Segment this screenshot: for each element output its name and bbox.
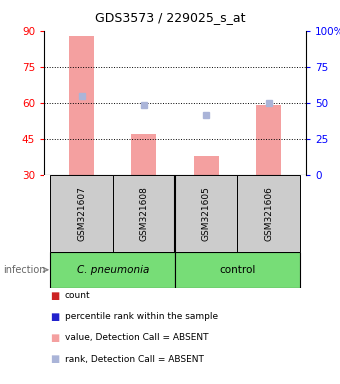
Bar <box>256 105 281 175</box>
Text: ■: ■ <box>50 291 59 301</box>
Bar <box>113 175 175 252</box>
Text: C. pneumonia: C. pneumonia <box>76 265 149 275</box>
Bar <box>50 175 113 252</box>
Text: control: control <box>219 265 256 275</box>
Bar <box>132 134 156 175</box>
Text: infection: infection <box>3 265 46 275</box>
Text: ■: ■ <box>50 354 59 364</box>
Text: ■: ■ <box>50 312 59 322</box>
Bar <box>237 175 300 252</box>
Bar <box>69 36 94 175</box>
Text: ■: ■ <box>50 333 59 343</box>
Bar <box>50 252 175 288</box>
Text: GSM321607: GSM321607 <box>77 186 86 240</box>
Text: percentile rank within the sample: percentile rank within the sample <box>65 312 218 321</box>
Text: GSM321608: GSM321608 <box>139 186 149 240</box>
Text: GSM321605: GSM321605 <box>202 186 211 240</box>
Text: GDS3573 / 229025_s_at: GDS3573 / 229025_s_at <box>95 11 245 24</box>
Text: rank, Detection Call = ABSENT: rank, Detection Call = ABSENT <box>65 354 203 364</box>
Text: GSM321606: GSM321606 <box>264 186 273 240</box>
Text: value, Detection Call = ABSENT: value, Detection Call = ABSENT <box>65 333 208 343</box>
Text: count: count <box>65 291 90 300</box>
Bar <box>194 156 219 175</box>
Bar <box>175 252 300 288</box>
Bar <box>175 175 237 252</box>
